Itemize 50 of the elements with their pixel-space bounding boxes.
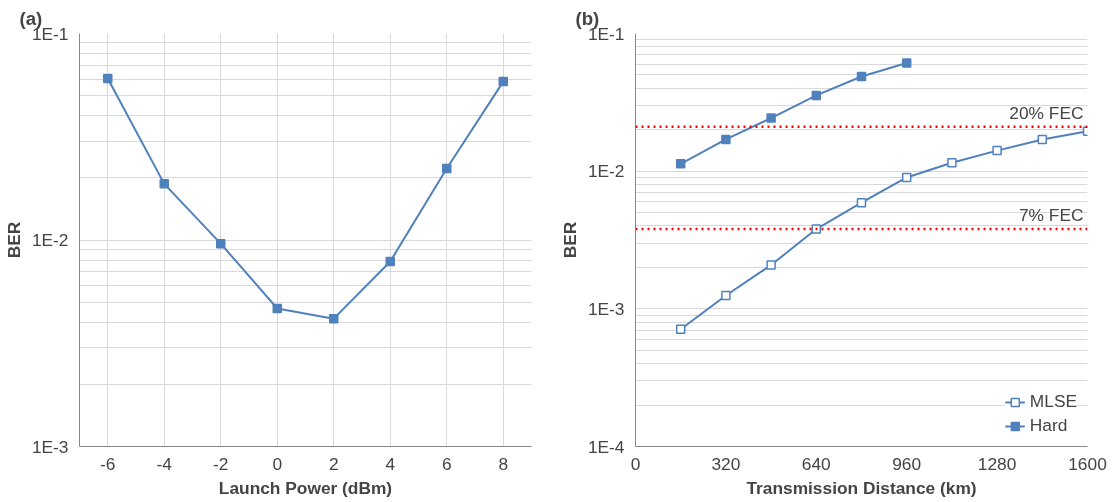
y-tick-label: 1E-2 — [587, 161, 625, 182]
x-tick-label: 640 — [801, 453, 831, 474]
x-tick-label: 4 — [385, 453, 396, 474]
x-axis-title: Transmission Distance (km) — [746, 477, 977, 498]
ref-line-label: 20% FEC — [1009, 102, 1084, 123]
y-axis-title: BER — [3, 221, 24, 259]
point — [675, 159, 686, 169]
point — [329, 313, 339, 324]
legend-label: Hard — [1029, 415, 1068, 436]
point — [766, 260, 776, 270]
point — [811, 90, 822, 101]
x-tick-label: -2 — [213, 453, 229, 474]
x-tick-label: 8 — [498, 453, 509, 474]
y-tick-label: 1E-4 — [587, 436, 625, 457]
x-tick-label: 320 — [711, 453, 741, 474]
y-tick-label: 1E-3 — [31, 436, 69, 457]
point — [901, 172, 912, 183]
point — [856, 71, 867, 82]
point — [216, 238, 226, 249]
point — [901, 58, 912, 68]
x-tick-label: 0 — [272, 453, 283, 474]
x-tick-label: 0 — [630, 453, 641, 474]
point — [1037, 134, 1048, 145]
point — [947, 158, 957, 168]
point — [992, 145, 1002, 156]
x-tick-label: 1600 — [1068, 453, 1107, 474]
x-tick-label: 2 — [328, 453, 339, 474]
y-axis-title: BER — [559, 221, 580, 259]
point — [442, 163, 452, 174]
x-tick-label: 6 — [441, 453, 452, 474]
legend-label: MLSE — [1029, 391, 1077, 412]
point — [721, 134, 731, 145]
point — [766, 113, 776, 123]
y-tick-label: 1E-3 — [587, 298, 625, 319]
point — [272, 303, 282, 314]
point — [385, 256, 395, 267]
x-tick-label: -4 — [156, 453, 173, 474]
x-tick-label: 1280 — [977, 453, 1017, 474]
x-tick-label: -6 — [100, 453, 116, 474]
point — [856, 197, 867, 208]
point — [811, 224, 822, 234]
point — [498, 76, 508, 87]
point — [103, 73, 113, 84]
point — [675, 324, 686, 335]
point — [159, 179, 169, 189]
x-axis-title: Launch Power (dBm) — [218, 477, 393, 498]
ref-line-label: 7% FEC — [1018, 205, 1084, 226]
x-tick-label: 960 — [892, 453, 922, 474]
point — [721, 290, 731, 301]
y-tick-label: 1E-2 — [31, 230, 69, 250]
